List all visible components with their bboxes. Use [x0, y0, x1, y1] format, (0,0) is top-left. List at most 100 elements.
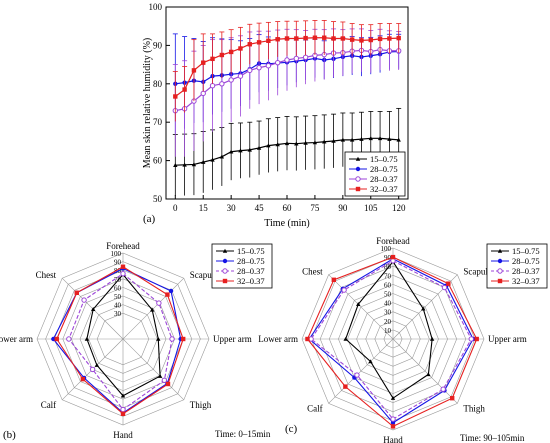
radar-point [429, 336, 435, 341]
data-point [284, 36, 290, 41]
panel-label-a: (a) [143, 213, 156, 225]
y-tick-label: 100 [149, 2, 163, 12]
radar-point [94, 362, 100, 367]
radar-tick-label: 70 [384, 272, 392, 280]
data-point [228, 149, 234, 154]
radar-point [120, 411, 126, 417]
radar-axis-label: Chest [36, 270, 57, 280]
radar-tick-label: 30 [114, 310, 122, 318]
radar-axis-label: Scapular [463, 267, 495, 277]
radar-axis-label: Hand [113, 430, 133, 440]
radar-axis-label: Hand [383, 435, 403, 443]
radar-tick-label: 100 [111, 250, 122, 258]
data-point [368, 136, 373, 141]
data-point [201, 60, 206, 65]
radar-spoke [328, 274, 394, 340]
data-point [387, 36, 392, 41]
radar-spoke [328, 338, 394, 404]
data-point [247, 147, 252, 152]
legend-label: 28–0.37 [237, 266, 265, 276]
radar-series-2 [66, 270, 175, 413]
radar-point [81, 297, 87, 303]
radar-tick-label: 50 [114, 293, 122, 301]
data-point [256, 40, 262, 45]
data-point [173, 163, 178, 167]
data-point [340, 137, 346, 142]
data-point [228, 49, 234, 55]
radar-axis-label: Upper arm [213, 334, 252, 344]
data-point [396, 137, 401, 142]
data-point [265, 63, 272, 69]
data-point [359, 136, 364, 141]
radar-point [181, 336, 186, 342]
panel-label: (c) [285, 423, 298, 435]
legend-label: 15–0.75 [512, 246, 540, 256]
radar-axis-label: Forehead [376, 236, 410, 246]
data-point [191, 68, 197, 73]
x-tick-label: 0 [173, 203, 178, 213]
radar-tick-label: 30 [384, 309, 392, 317]
radar-series-3 [305, 254, 479, 429]
radar-point [474, 336, 479, 342]
legend-label: 32–0.37 [370, 184, 398, 194]
radar-point [91, 307, 96, 311]
radar-tick-label: 100 [381, 245, 392, 253]
radar-point [168, 288, 174, 294]
x-tick-label: 120 [392, 203, 406, 213]
data-point [303, 35, 308, 41]
x-tick-label: 45 [255, 203, 265, 213]
radar-tick-label: 10 [384, 327, 392, 335]
time-annotation: Time: 90–105min [460, 433, 525, 443]
radar-series-line [86, 273, 161, 397]
radar-point [66, 336, 72, 342]
y-tick-label: 60 [153, 156, 163, 166]
data-point [322, 35, 327, 40]
radar-point [156, 300, 162, 306]
legend-label: 28–0.75 [512, 256, 540, 266]
radar-point [390, 416, 396, 422]
data-point [237, 73, 244, 79]
radar-point [120, 406, 126, 413]
radar-point [157, 373, 163, 378]
radar-tick-label: 40 [114, 302, 122, 310]
radar-tick-label: 90 [114, 259, 122, 267]
data-point [201, 159, 206, 164]
y-tick-label: 80 [153, 79, 163, 89]
radar-point [356, 302, 361, 307]
legend-marker [355, 186, 361, 192]
radar-axis-label: Lower arm [258, 334, 298, 344]
radar-point [305, 336, 310, 342]
radar-series-0 [84, 272, 163, 398]
radar-point [331, 277, 337, 283]
legend-marker [222, 258, 228, 264]
radar-tick-label: 50 [384, 291, 392, 299]
data-point [182, 162, 187, 167]
radar-point [165, 292, 170, 297]
data-point [256, 145, 262, 150]
radar-point [80, 376, 86, 382]
x-tick-label: 75 [310, 203, 320, 213]
data-point [274, 59, 281, 66]
panel-label: (b) [3, 429, 16, 441]
radar-point [120, 393, 126, 398]
data-point [284, 57, 290, 63]
x-tick-label: 60 [283, 203, 293, 213]
data-point [377, 36, 383, 42]
data-point [312, 140, 318, 145]
legend-label: 28–0.75 [370, 164, 398, 174]
radar-point [468, 336, 474, 342]
legend-marker [222, 268, 228, 274]
radar-tick-label: 40 [384, 300, 392, 308]
legend-label: 28–0.37 [370, 174, 398, 184]
radar-point [51, 336, 56, 342]
radar-spoke [122, 277, 185, 340]
radar-axis-label: Lower arm [0, 334, 33, 344]
data-point [396, 35, 401, 41]
data-point [275, 142, 280, 147]
radar-axis-label: Thigh [190, 400, 212, 410]
data-point [173, 94, 178, 99]
legend-label: 15–0.75 [237, 246, 265, 256]
